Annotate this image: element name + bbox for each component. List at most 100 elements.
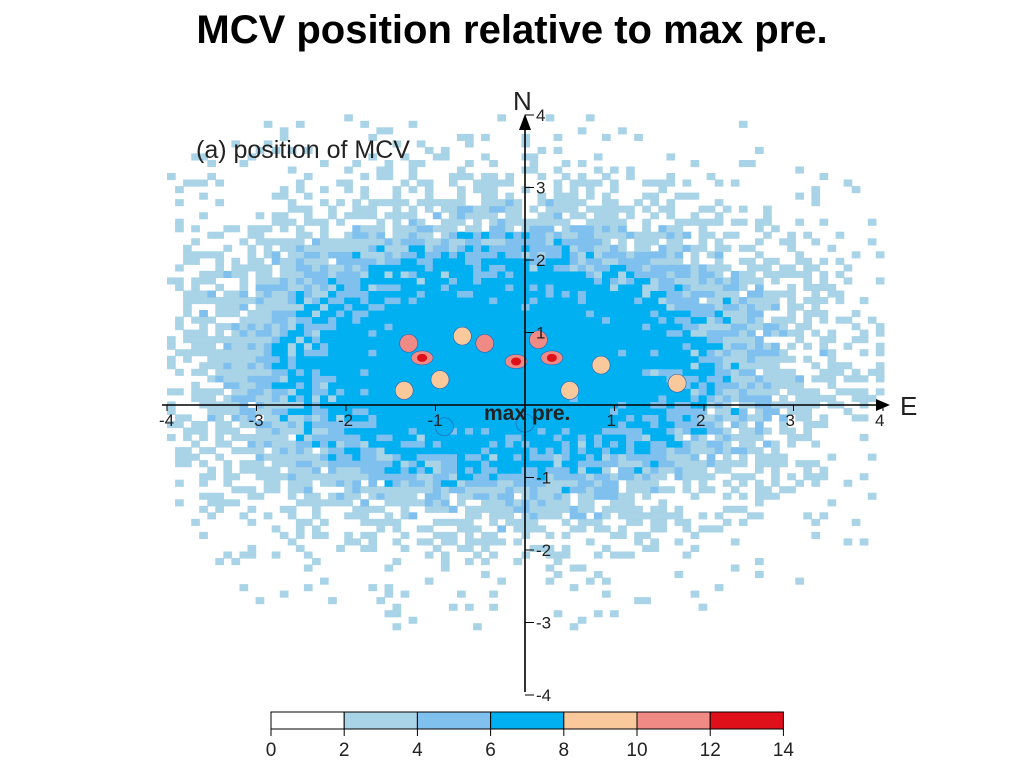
density-cell — [650, 421, 659, 429]
density-cell — [602, 133, 611, 141]
density-cell — [585, 316, 595, 324]
density-cell — [271, 342, 281, 350]
density-cell — [489, 310, 498, 318]
density-cell — [553, 368, 563, 376]
density-cell — [779, 394, 788, 402]
density-cell — [279, 270, 289, 278]
density-cell — [376, 505, 386, 513]
density-cell — [505, 466, 514, 474]
density-cell — [577, 231, 587, 239]
density-cell — [255, 368, 265, 376]
density-cell — [787, 434, 796, 442]
density-cell — [561, 368, 571, 376]
density-cell — [642, 225, 651, 233]
density-cell — [263, 453, 273, 461]
density-cell — [457, 407, 466, 415]
density-cell — [505, 212, 514, 220]
density-cell — [191, 421, 200, 429]
density-cell — [561, 303, 571, 311]
density-cell — [231, 297, 241, 305]
density-cell — [400, 421, 410, 429]
density-cell — [585, 440, 595, 448]
density-cell — [545, 336, 555, 344]
density-cell — [368, 336, 378, 344]
density-cell — [263, 427, 273, 435]
density-cell — [392, 453, 402, 461]
density-cell — [352, 492, 361, 500]
density-cell — [811, 297, 821, 305]
density-cell — [513, 407, 523, 415]
density-cell — [489, 486, 498, 494]
density-cell — [352, 212, 361, 220]
density-cell — [803, 421, 812, 429]
density-cell — [199, 460, 208, 468]
density-cell — [859, 473, 869, 481]
density-cell — [320, 577, 329, 585]
density-cell — [642, 355, 651, 363]
density-cell — [666, 290, 676, 298]
density-cell — [763, 323, 772, 331]
density-cell — [424, 146, 434, 154]
density-cell — [489, 303, 498, 311]
density-cell — [489, 323, 498, 331]
density-cell — [344, 434, 353, 442]
density-cell — [167, 434, 176, 442]
density-cell — [569, 186, 579, 194]
density-cell — [376, 466, 386, 474]
density-cell — [416, 473, 426, 481]
density-cell — [239, 160, 249, 168]
density-cell — [424, 323, 434, 331]
density-cell — [336, 218, 345, 226]
x-tick-label: 2 — [696, 411, 705, 430]
density-cell — [771, 362, 780, 370]
density-cell — [207, 407, 216, 415]
density-cell — [473, 368, 482, 376]
density-cell — [287, 394, 297, 402]
density-cell — [465, 277, 474, 285]
density-cell — [271, 453, 281, 461]
density-cell — [843, 479, 853, 487]
density-cell — [408, 290, 418, 298]
density-cell — [690, 270, 700, 278]
hotspot-core — [511, 357, 522, 366]
density-cell — [384, 199, 394, 207]
density-cell — [392, 303, 402, 311]
density-cell — [843, 362, 853, 370]
density-cell — [247, 505, 257, 513]
density-cell — [771, 329, 780, 337]
density-cell — [465, 355, 474, 363]
density-cell — [634, 257, 643, 265]
density-cell — [376, 310, 386, 318]
density-cell — [215, 427, 224, 435]
density-cell — [352, 440, 361, 448]
density-cell — [457, 323, 466, 331]
density-cell — [730, 375, 740, 383]
density-cell — [642, 486, 651, 494]
density-cell — [465, 270, 474, 278]
density-cell — [610, 316, 619, 324]
density-cell — [457, 447, 466, 455]
density-cell — [207, 447, 216, 455]
density-cell — [457, 440, 466, 448]
density-cell — [303, 146, 313, 154]
density-cell — [448, 238, 458, 246]
density-cell — [730, 329, 740, 337]
density-cell — [795, 394, 804, 402]
density-cell — [577, 127, 587, 135]
density-cell — [263, 355, 273, 363]
density-cell — [247, 329, 257, 337]
density-cell — [215, 264, 224, 272]
density-cell — [481, 388, 490, 396]
density-cell — [626, 394, 635, 402]
density-cell — [392, 270, 402, 278]
density-cell — [690, 160, 700, 168]
density-cell — [207, 290, 216, 298]
density-cell — [376, 257, 386, 265]
density-cell — [730, 342, 740, 350]
density-cell — [497, 270, 506, 278]
density-cell — [593, 610, 603, 618]
density-cell — [336, 297, 345, 305]
density-cell — [529, 166, 539, 174]
density-cell — [706, 173, 716, 181]
density-cell — [722, 492, 732, 500]
